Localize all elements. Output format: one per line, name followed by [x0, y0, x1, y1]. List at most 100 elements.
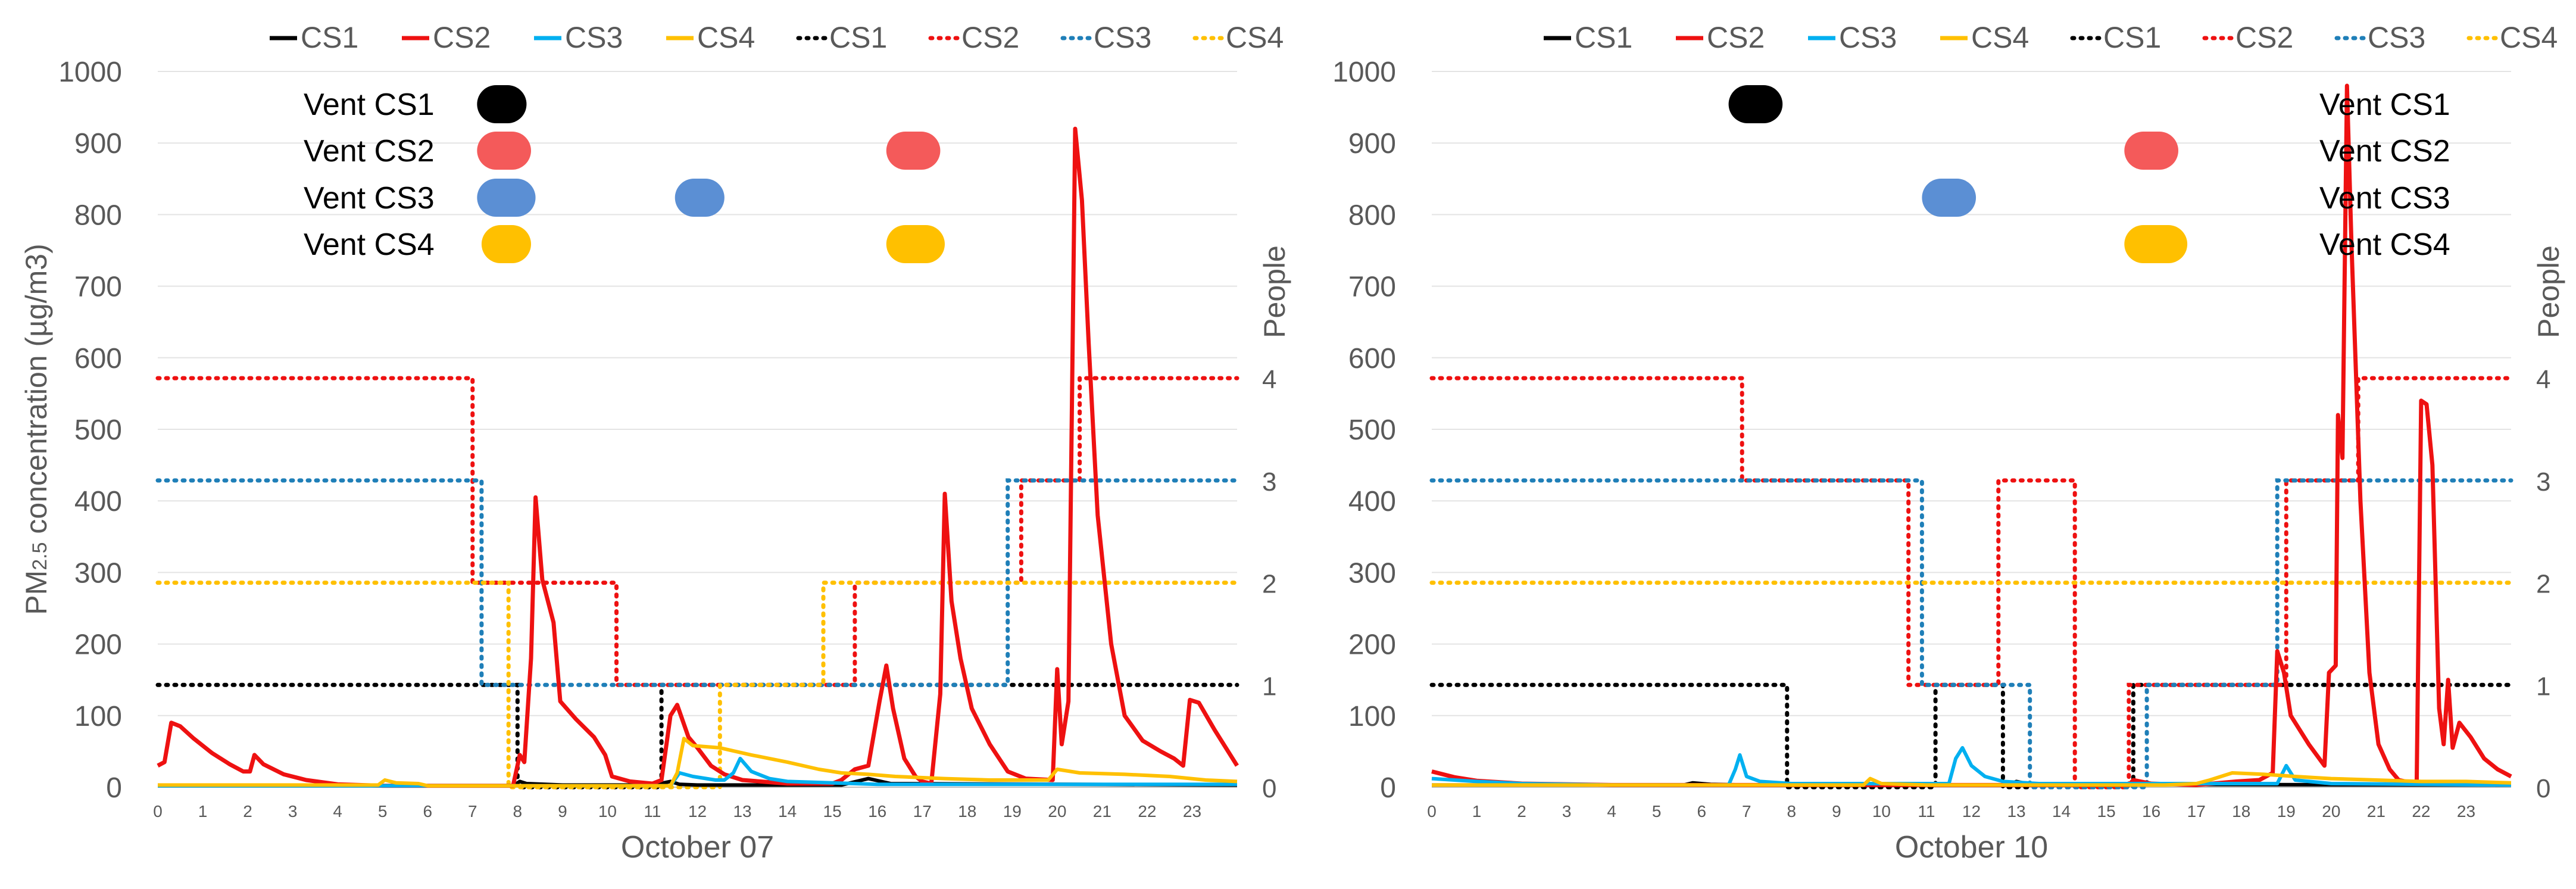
x-tick-label: 10 [1872, 802, 1891, 821]
vent-period-vent-cs3 [1922, 179, 1977, 217]
x-tick-label: 18 [2232, 802, 2250, 821]
x-tick-label: 1 [1472, 802, 1482, 821]
legend-label: CS1 [301, 21, 358, 54]
x-tick-label: 9 [1832, 802, 1841, 821]
x-tick-label: 12 [1962, 802, 1981, 821]
x-tick-label: 4 [333, 802, 342, 821]
y-tick-label: 0 [106, 772, 122, 804]
x-tick-label: 19 [2277, 802, 2296, 821]
y2-tick-label: 2 [2536, 570, 2550, 599]
vent-period-vent-cs1 [1728, 85, 1783, 123]
y2-axis-label: People [2532, 245, 2565, 338]
y2-tick-label: 2 [1262, 570, 1276, 599]
vent-period-vent-cs2 [886, 132, 941, 170]
legend-label: CS1 [829, 21, 887, 54]
y-tick-label: 600 [74, 343, 122, 375]
x-tick-label: 2 [243, 802, 252, 821]
x-tick-label: 23 [2457, 802, 2475, 821]
y-tick-label: 900 [1348, 128, 1396, 160]
x-tick-label: 14 [2052, 802, 2071, 821]
x-tick-label: 22 [2412, 802, 2430, 821]
y-tick-label: 300 [1348, 557, 1396, 589]
x-tick-label: 10 [598, 802, 617, 821]
y2-tick-label: 1 [2536, 672, 2550, 701]
y2-tick-label: 3 [1262, 467, 1276, 497]
y-tick-label: 0 [1380, 772, 1396, 804]
people-line-cs3 [1429, 478, 2513, 790]
pm-line-cs3 [158, 756, 1237, 788]
y-tick-label: 100 [1348, 701, 1396, 732]
legend-label: CS3 [565, 21, 623, 54]
vent-label-3: Vent CS3 [2319, 181, 2450, 216]
x-tick-label: 1 [198, 802, 208, 821]
x-tick-label: 3 [288, 802, 298, 821]
vent-period-vent-cs2 [477, 132, 531, 170]
x-tick-label: 16 [2142, 802, 2160, 821]
x-axis-label: October 10 [1895, 830, 2048, 865]
legend-label: CS2 [961, 21, 1019, 54]
y-tick-label: 800 [1348, 199, 1396, 231]
x-tick-label: 20 [1048, 802, 1066, 821]
vent-label-3: Vent CS3 [304, 181, 435, 216]
legend-label: CS3 [1839, 21, 1897, 54]
pm-line-cs4 [1432, 771, 2512, 787]
pm-line-cs1 [158, 776, 1238, 788]
x-tick-label: 4 [1607, 802, 1616, 821]
legend-label: CS2 [1707, 21, 1765, 54]
vent-period-vent-cs3 [477, 179, 536, 217]
x-tick-label: 0 [153, 802, 163, 821]
x-tick-label: 23 [1183, 802, 1201, 821]
y-tick-label: 400 [1348, 486, 1396, 517]
vent-label-1: Vent CS1 [2319, 88, 2450, 122]
y-axis-label: PM2.5 concentration (µg/m3) [20, 244, 53, 615]
x-tick-label: 5 [1652, 802, 1662, 821]
x-tick-label: 20 [2322, 802, 2340, 821]
vent-label-4: Vent CS4 [2319, 227, 2450, 262]
x-tick-label: 6 [1697, 802, 1706, 821]
vent-period-vent-cs1 [477, 85, 527, 123]
x-tick-label: 16 [868, 802, 886, 821]
legend-label: CS4 [1226, 21, 1284, 54]
vent-period-vent-cs4 [2124, 225, 2188, 263]
x-tick-label: 21 [2367, 802, 2385, 821]
y-tick-label: 100 [74, 701, 122, 732]
y-axis-label-pm: PM [20, 570, 53, 615]
x-tick-label: 15 [2097, 802, 2116, 821]
legend-label: CS1 [2103, 21, 2161, 54]
x-tick-label: 7 [468, 802, 477, 821]
x-tick-label: 13 [2007, 802, 2025, 821]
x-tick-label: 2 [1517, 802, 1526, 821]
x-tick-label: 8 [513, 802, 523, 821]
legend-label: CS2 [433, 21, 491, 54]
y2-tick-label: 3 [2536, 467, 2550, 497]
x-tick-label: 0 [1427, 802, 1437, 821]
x-tick-label: 6 [423, 802, 432, 821]
vent-label-2: Vent CS2 [2319, 134, 2450, 169]
legend-label: CS4 [1971, 21, 2029, 54]
y-tick-label: 800 [74, 199, 122, 231]
y-tick-label: 400 [74, 486, 122, 517]
y-tick-label: 1000 [58, 57, 122, 88]
x-axis-label: October 07 [621, 830, 774, 865]
x-tick-label: 3 [1562, 802, 1572, 821]
x-tick-label: 5 [378, 802, 388, 821]
people-line-cs2 [155, 376, 1239, 687]
x-tick-label: 15 [823, 802, 842, 821]
y-tick-label: 300 [74, 557, 122, 589]
y2-tick-label: 0 [1262, 774, 1276, 803]
x-tick-label: 9 [558, 802, 567, 821]
vent-label-2: Vent CS2 [304, 134, 435, 169]
vent-period-vent-cs4 [481, 225, 531, 263]
x-tick-label: 7 [1742, 802, 1751, 821]
legend-label: CS1 [1575, 21, 1632, 54]
people-line-cs1 [1429, 682, 2513, 790]
y2-tick-label: 0 [2536, 774, 2550, 803]
vent-period-vent-cs4 [886, 225, 945, 263]
vent-label-1: Vent CS1 [304, 88, 435, 122]
legend-label: CS3 [1094, 21, 1151, 54]
y-tick-label: 200 [1348, 629, 1396, 661]
y-axis-label-rest: concentration (µg/m3) [20, 244, 53, 542]
y-tick-label: 900 [74, 128, 122, 160]
